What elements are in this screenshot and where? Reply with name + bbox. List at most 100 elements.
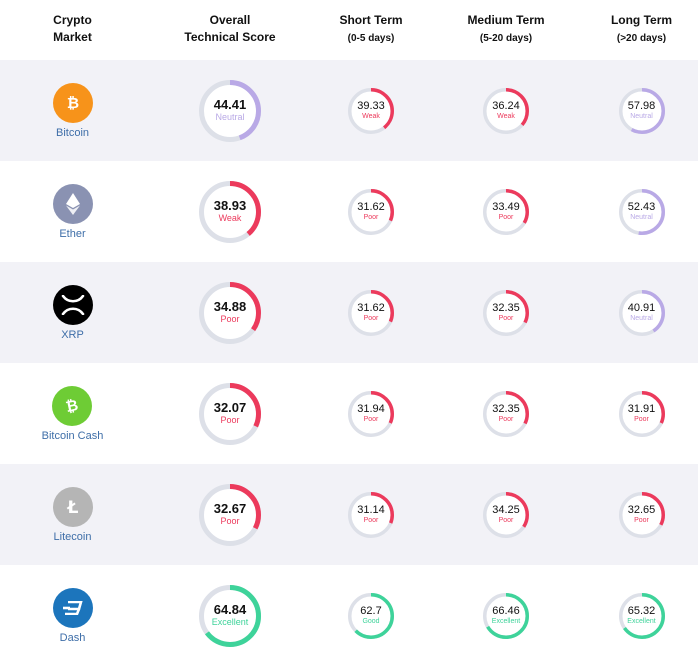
long-score-label: Neutral bbox=[630, 315, 653, 322]
coin-name[interactable]: Bitcoin bbox=[55, 126, 90, 139]
short-term-cell: 62.7 Good bbox=[315, 565, 427, 656]
medium-score-value: 32.35 bbox=[492, 302, 520, 314]
overall-score-value: 38.93 bbox=[213, 198, 247, 213]
long-term-cell: 52.43 Neutral bbox=[585, 161, 698, 262]
header-subtext: (5-20 days) bbox=[479, 33, 533, 44]
overall-score-label: Weak bbox=[218, 213, 242, 223]
overall-gauge: 32.67 Poor bbox=[199, 483, 261, 546]
gauge-fill-arc bbox=[348, 390, 394, 437]
coin-name[interactable]: Litecoin bbox=[53, 530, 92, 543]
header-medium-term: Medium Term (5-20 days) bbox=[427, 0, 585, 60]
table-header: Crypto Market Overall Technical Score Sh… bbox=[0, 0, 698, 60]
gauge-fill-arc bbox=[348, 87, 394, 134]
bitcoin-icon: ₿ bbox=[52, 82, 93, 123]
short-score-label: Weak bbox=[362, 113, 380, 120]
gauge-fill-arc bbox=[618, 491, 665, 538]
long-term-cell: 40.91 Neutral bbox=[585, 262, 698, 363]
table-row: Ether 38.93 Weak 31.62 Poor 33.49 Poor 52.43 Neu… bbox=[0, 161, 698, 262]
short-term-cell: 31.14 Poor bbox=[315, 464, 427, 565]
gauge-fill-arc bbox=[199, 79, 261, 142]
overall-term-cell: 34.88 Poor bbox=[145, 262, 315, 363]
short-score-value: 31.14 bbox=[357, 504, 385, 516]
overall-score-value: 32.67 bbox=[213, 501, 247, 516]
long-score-label: Poor bbox=[634, 517, 649, 524]
coin-cell: Ł Litecoin bbox=[0, 464, 145, 565]
overall-score-value: 44.41 bbox=[213, 97, 247, 112]
overall-gauge-ring bbox=[199, 79, 261, 142]
long-term-cell: 32.65 Poor bbox=[585, 464, 698, 565]
long-score-value: 65.32 bbox=[627, 605, 656, 617]
header-crypto-market: Crypto Market bbox=[0, 0, 145, 60]
header-text: Technical Score bbox=[184, 30, 276, 44]
short-score-label: Good bbox=[362, 618, 380, 625]
medium-term-cell: 66.46 Excellent bbox=[427, 565, 585, 656]
table-row: ₿ Bitcoin 44.41 Neutral 39.33 Weak 36.24 Weak 57… bbox=[0, 60, 698, 161]
short-gauge: 31.62 Poor bbox=[348, 188, 394, 235]
medium-gauge: 36.24 Weak bbox=[483, 87, 529, 134]
xrp-icon bbox=[52, 284, 93, 325]
coin-link[interactable]: ₿ Bitcoin Cash bbox=[41, 385, 104, 442]
medium-term-cell: 32.35 Poor bbox=[427, 262, 585, 363]
short-term-cell: 31.94 Poor bbox=[315, 363, 427, 464]
medium-score-value: 32.35 bbox=[492, 403, 520, 415]
overall-score-label: Neutral bbox=[215, 112, 245, 122]
gauge-fill-arc bbox=[483, 390, 529, 437]
gauge-fill-arc bbox=[199, 483, 261, 546]
short-score-value: 31.94 bbox=[357, 403, 385, 415]
header-long-term: Long Term (>20 days) bbox=[585, 0, 698, 60]
medium-gauge-ring bbox=[483, 87, 529, 134]
long-term-cell: 65.32 Excellent bbox=[585, 565, 698, 656]
long-score-value: 31.91 bbox=[627, 403, 656, 415]
short-score-value: 62.7 bbox=[360, 605, 382, 617]
medium-score-label: Poor bbox=[498, 315, 514, 322]
gauge-fill-arc bbox=[483, 592, 529, 639]
table-body: ₿ Bitcoin 44.41 Neutral 39.33 Weak 36.24 Weak 57… bbox=[0, 60, 698, 656]
overall-term-cell: 64.84 Excellent bbox=[145, 565, 315, 656]
gauge-fill-arc bbox=[618, 188, 665, 235]
svg-text:₿: ₿ bbox=[65, 396, 81, 416]
coin-name[interactable]: Bitcoin Cash bbox=[41, 429, 104, 442]
short-gauge-ring bbox=[348, 491, 394, 538]
bitcoin-cash-icon: ₿ bbox=[52, 385, 93, 426]
coin-link[interactable]: Ether bbox=[52, 183, 93, 240]
long-gauge: 52.43 Neutral bbox=[618, 188, 665, 235]
coin-name[interactable]: Ether bbox=[59, 227, 86, 240]
long-score-label: Poor bbox=[634, 416, 649, 423]
gauge-fill-arc bbox=[483, 87, 529, 134]
medium-term-cell: 32.35 Poor bbox=[427, 363, 585, 464]
coin-link[interactable]: XRP bbox=[52, 284, 93, 341]
medium-score-label: Excellent bbox=[491, 618, 521, 625]
header-text: Market bbox=[53, 30, 92, 44]
gauge-fill-arc bbox=[199, 584, 261, 647]
gauge-fill-arc bbox=[348, 289, 394, 336]
coin-name[interactable]: Dash bbox=[59, 631, 86, 644]
table-row: Ł Litecoin 32.67 Poor 31.14 Poor 34.25 Poor 32.6… bbox=[0, 464, 698, 565]
coin-cell: ₿ Bitcoin Cash bbox=[0, 363, 145, 464]
coin-link[interactable]: ₿ Bitcoin bbox=[52, 82, 93, 139]
short-term-cell: 39.33 Weak bbox=[315, 60, 427, 161]
coin-name[interactable]: XRP bbox=[61, 328, 84, 341]
svg-text:Ł: Ł bbox=[66, 498, 78, 517]
table-row: ₿ Bitcoin Cash 32.07 Poor 31.94 Poor 32.35 Poor… bbox=[0, 363, 698, 464]
overall-gauge-ring bbox=[199, 281, 261, 344]
litecoin-icon: Ł bbox=[52, 486, 93, 527]
medium-gauge: 32.35 Poor bbox=[483, 289, 529, 336]
medium-score-label: Poor bbox=[498, 214, 514, 221]
long-score-label: Neutral bbox=[630, 113, 653, 120]
gauge-fill-arc bbox=[618, 289, 665, 336]
long-term-cell: 31.91 Poor bbox=[585, 363, 698, 464]
overall-score-value: 34.88 bbox=[213, 299, 247, 314]
short-gauge-ring bbox=[348, 592, 394, 639]
gauge-fill-arc bbox=[348, 491, 394, 538]
short-score-label: Poor bbox=[363, 416, 379, 423]
coin-link[interactable]: Ł Litecoin bbox=[52, 486, 93, 543]
overall-gauge: 38.93 Weak bbox=[199, 180, 261, 243]
medium-gauge: 32.35 Poor bbox=[483, 390, 529, 437]
short-gauge-ring bbox=[348, 289, 394, 336]
coin-link[interactable]: Dash bbox=[52, 587, 93, 644]
long-score-value: 32.65 bbox=[627, 504, 656, 516]
short-gauge-ring bbox=[348, 87, 394, 134]
overall-score-label: Poor bbox=[220, 516, 240, 526]
overall-gauge: 34.88 Poor bbox=[199, 281, 261, 344]
gauge-fill-arc bbox=[483, 289, 529, 336]
